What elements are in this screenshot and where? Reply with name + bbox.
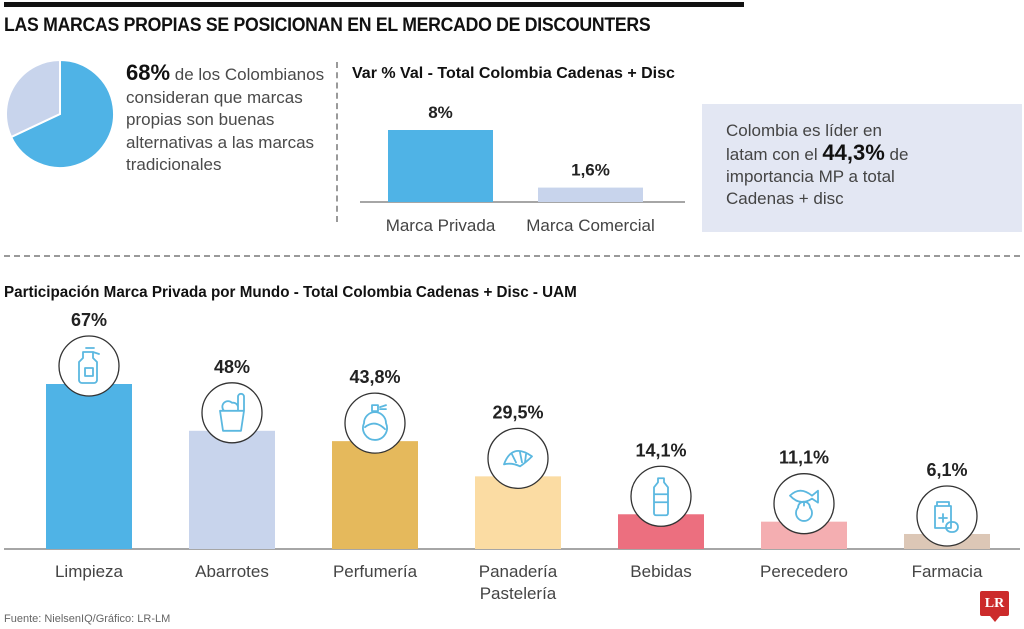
horizontal-divider xyxy=(4,255,1020,257)
spray-bottle-icon xyxy=(78,347,100,384)
data-label: 1,6% xyxy=(571,161,610,180)
category-label: Limpieza xyxy=(55,562,124,581)
grocery-bag-icon xyxy=(219,392,245,432)
lr-logo: LR xyxy=(980,591,1009,622)
pie-caption: 68% de los Colombianos consideran que ma… xyxy=(126,60,326,177)
info-highlight: 44,3% xyxy=(822,140,885,165)
category-label: Marca Privada xyxy=(386,216,496,235)
source-note: Fuente: NielsenIQ/Gráfico: LR-LM xyxy=(4,613,171,625)
water-bottle-icon-glyph xyxy=(653,477,669,517)
pie-slice-0 xyxy=(9,58,115,169)
bar xyxy=(46,384,132,549)
top-rule xyxy=(4,2,744,7)
pie-highlight: 68% xyxy=(126,60,171,85)
perfume-icon xyxy=(362,404,388,441)
fish-apple-icon-glyph xyxy=(789,489,819,522)
medicine-icon xyxy=(934,501,959,533)
info-text: Colombia es líder en latam con el 44,3% … xyxy=(726,120,926,210)
category-label: Pastelería xyxy=(480,584,557,603)
info-box: Colombia es líder en latam con el 44,3% … xyxy=(702,104,1022,232)
category-label: Perfumería xyxy=(333,562,418,581)
var-chart-title: Var % Val - Total Colombia Cadenas + Dis… xyxy=(352,65,675,82)
data-label: 11,1% xyxy=(779,448,829,468)
croissant-icon xyxy=(503,450,533,468)
data-label: 8% xyxy=(428,103,453,122)
data-label: 48% xyxy=(214,357,250,377)
bar xyxy=(538,187,643,202)
category-label: Panadería xyxy=(479,562,558,581)
spray-bottle-icon-glyph xyxy=(78,347,100,384)
bar xyxy=(189,430,275,549)
vertical-divider xyxy=(336,62,338,222)
participation-chart-title: Participación Marca Privada por Mundo - … xyxy=(4,284,577,301)
icon-circle xyxy=(487,427,549,490)
croissant-icon-glyph xyxy=(503,450,533,468)
info-text-before: Colombia es líder en latam con el xyxy=(726,121,882,164)
data-label: 6,1% xyxy=(926,460,967,480)
icon-circle xyxy=(630,465,692,527)
var-bar-chart: 8% Marca Privada 1,6% Marca Comercial xyxy=(360,103,685,235)
grocery-bag-icon-glyph xyxy=(219,392,245,432)
data-label: 43,8% xyxy=(349,367,400,387)
pie-slice-1 xyxy=(5,58,61,139)
fish-apple-icon xyxy=(789,489,819,522)
bar xyxy=(388,130,493,202)
participation-bar-chart: 67% Limpieza 48% Abarrotes 43,8% Perfumería 29… xyxy=(4,310,1020,603)
icon-circle xyxy=(58,335,120,397)
category-label: Marca Comercial xyxy=(526,216,654,235)
category-label: Farmacia xyxy=(912,562,983,581)
medicine-icon-glyph xyxy=(934,501,959,533)
data-label: 29,5% xyxy=(492,402,543,422)
page-title: LAS MARCAS PROPIAS SE POSICIONAN EN EL M… xyxy=(4,15,651,36)
pie-chart xyxy=(5,58,115,169)
bar xyxy=(332,441,418,549)
info-text-after: de importancia MP a total Cadenas + disc xyxy=(726,145,909,208)
icon-circle xyxy=(201,382,263,444)
category-label: Bebidas xyxy=(630,562,691,581)
icon-circle xyxy=(916,485,978,547)
category-label: Perecedero xyxy=(760,562,848,581)
category-label: Abarrotes xyxy=(195,562,269,581)
data-label: 67% xyxy=(71,310,107,330)
pie-caption-text: de los Colombianos consideran que marcas… xyxy=(126,65,325,174)
data-label: 14,1% xyxy=(635,440,686,460)
water-bottle-icon xyxy=(653,477,669,517)
perfume-icon-glyph xyxy=(362,404,388,441)
